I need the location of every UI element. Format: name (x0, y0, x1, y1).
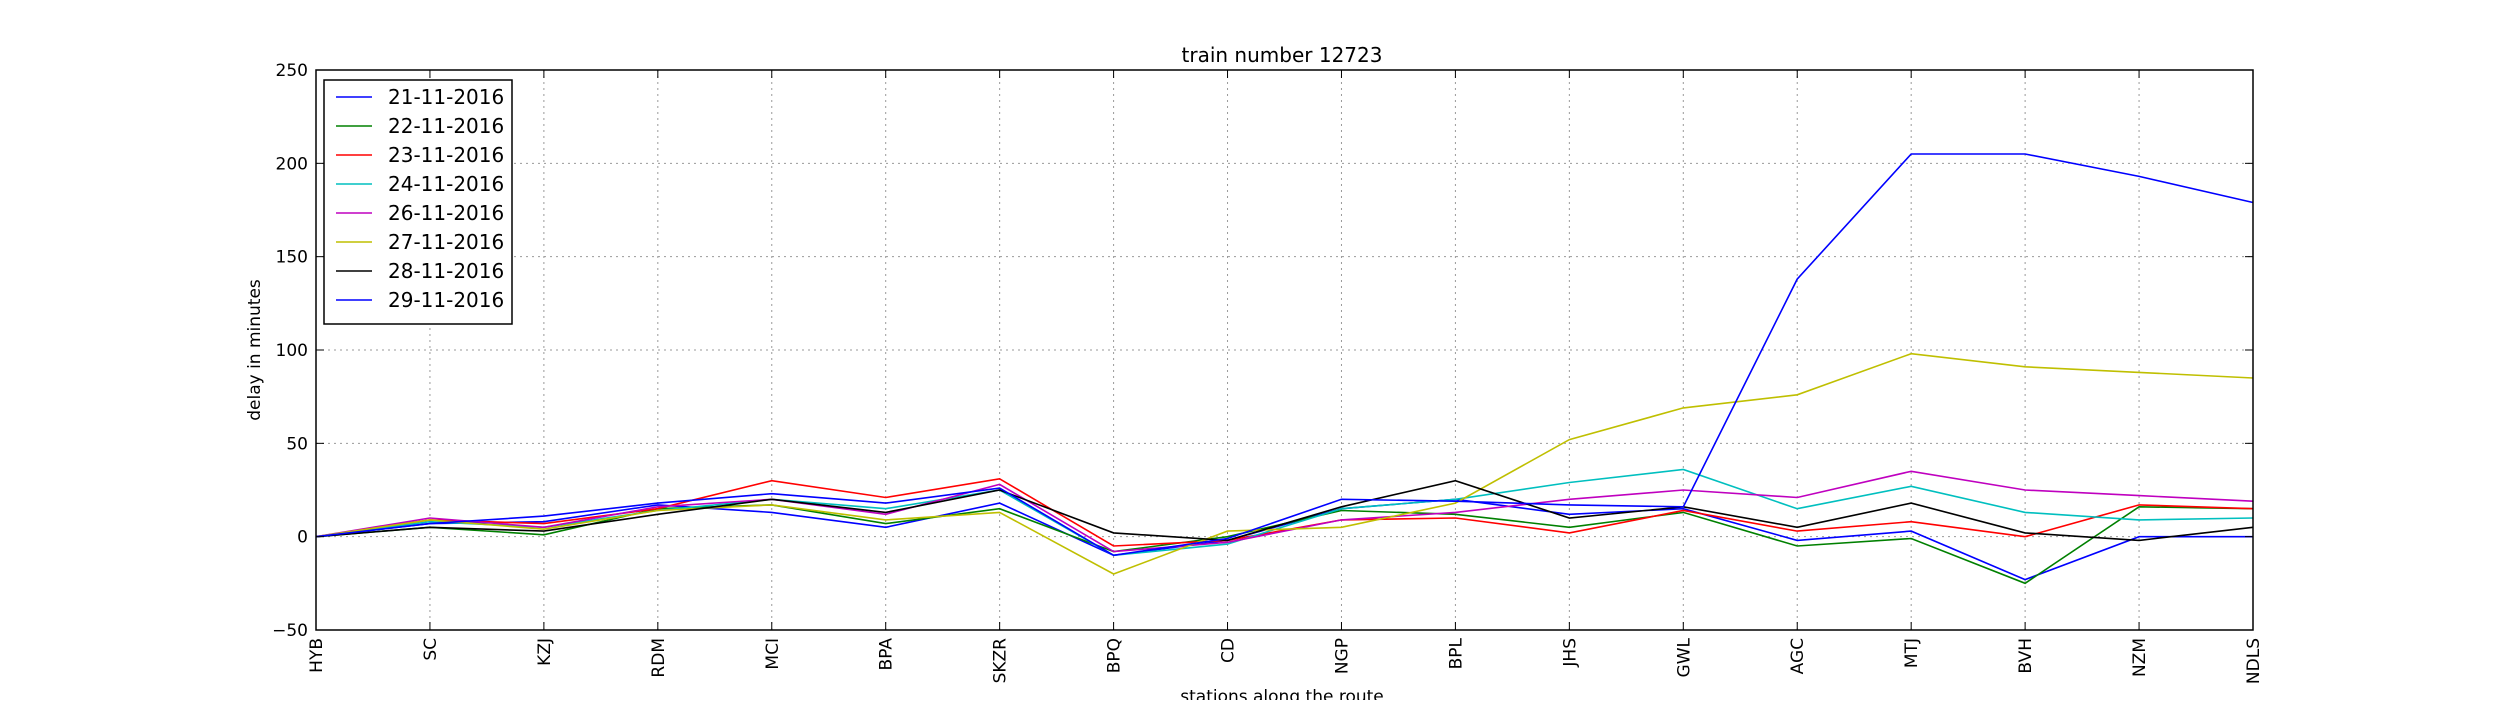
y-tick-label: 0 (297, 528, 308, 548)
legend-label: 24-11-2016 (388, 172, 504, 196)
series-line-27-11-2016 (315, 352, 2254, 575)
x-tick-label-agc: AGC (1788, 638, 1808, 674)
x-tick-label-jhs: JHS (1560, 638, 1580, 668)
chart-title: train number 12723 (1182, 43, 1383, 67)
x-axis-label: stations along the route (1180, 687, 1384, 700)
series-line-21-11-2016 (315, 498, 2253, 581)
x-tick-label-gwl: GWL (1674, 637, 1694, 677)
legend-label: 23-11-2016 (388, 143, 504, 167)
x-tick-label-mtj: MTJ (1902, 638, 1922, 668)
x-tick-label-sc: SC (421, 638, 441, 661)
x-tick-label-skzr: SKZR (991, 638, 1011, 684)
legend-label: 28-11-2016 (388, 259, 504, 283)
legend-label: 29-11-2016 (388, 288, 504, 312)
x-tick-label-ngp: NGP (1332, 638, 1352, 674)
x-tick-label-nzm: NZM (2130, 638, 2150, 677)
legend-label: 26-11-2016 (388, 201, 504, 225)
y-tick-label: 250 (276, 61, 308, 81)
y-tick-label: −50 (272, 621, 308, 641)
x-tick-label-cd: CD (1219, 638, 1239, 663)
x-tick-label-bpq: BPQ (1105, 638, 1125, 673)
y-tick-label: 50 (286, 434, 308, 454)
y-axis-label: delay in minutes (245, 279, 265, 421)
y-tick-label: 100 (276, 341, 308, 361)
x-axis-ticks: HYB SC KZJ RDM MCI BPA SKZR BPQ CD NGP BPL JHS GWL AG… (307, 70, 2264, 684)
series-lines (315, 153, 2254, 585)
legend-label: 21-11-2016 (388, 85, 504, 109)
y-tick-label: 150 (276, 248, 308, 268)
x-tick-label-kzj: KZJ (535, 638, 555, 666)
legend-label: 27-11-2016 (388, 230, 504, 254)
series-line-29-11-2016 (315, 153, 2254, 557)
y-axis-ticks: −50 0 50 100 150 200 250 (272, 61, 2253, 641)
x-tick-label-ndls: NDLS (2244, 638, 2264, 684)
x-tick-label-bvh: BVH (2016, 638, 2036, 674)
x-tick-label-bpa: BPA (877, 638, 897, 671)
legend: 21-11-2016 22-11-2016 23-11-2016 24-11-2016… (323, 79, 513, 325)
series-line-23-11-2016 (315, 477, 2254, 547)
y-tick-label: 200 (276, 154, 308, 174)
x-tick-label-rdm: RDM (649, 638, 669, 678)
legend-box (323, 79, 513, 325)
x-tick-label-hyb: HYB (307, 638, 327, 673)
series-line-28-11-2016 (315, 479, 2254, 542)
x-tick-label-mci: MCI (763, 638, 783, 670)
x-tick-label-bpl: BPL (1446, 637, 1466, 669)
legend-label: 22-11-2016 (388, 114, 504, 138)
series-line-26-11-2016 (315, 470, 2254, 553)
